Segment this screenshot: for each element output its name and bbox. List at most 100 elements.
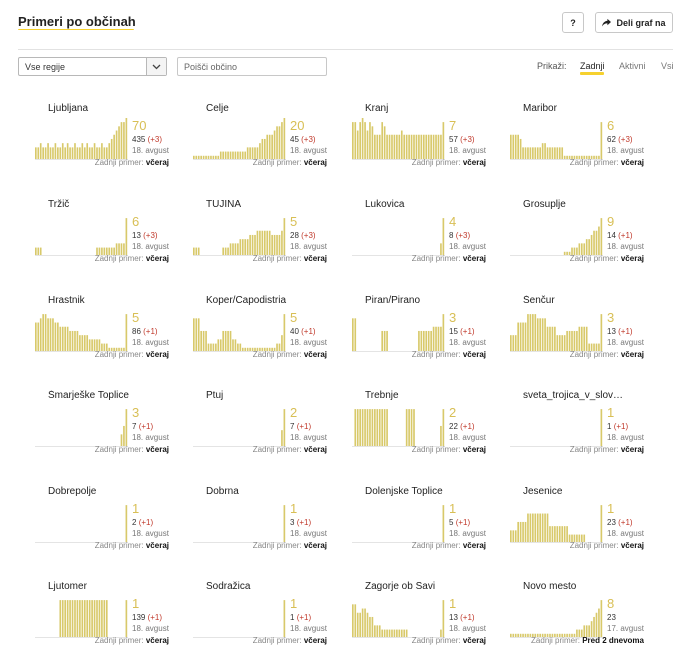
sparkline-bar [566,251,568,256]
sparkline-bar [103,247,106,256]
municipality-tile[interactable]: Piran/Pirano 3 15 (+1) 18. avgust Zadnji pri… [352,295,492,385]
municipality-name: Hrastnik [48,295,85,306]
municipality-tile[interactable]: Dobrepolje 1 2 (+1) 18. avgust Zadnji primer… [35,486,175,576]
active-count: 5 [290,214,298,229]
total-count: 62 [607,135,616,144]
chevron-down-icon[interactable] [146,58,166,75]
sparkline-chart [510,409,603,447]
sparkline-bar [195,247,198,256]
municipality-tile[interactable]: Šenčur 3 13 (+1) 18. avgust Zadnji primer: v… [510,295,650,385]
sparkline-chart [510,600,603,638]
date-label: 18. avgust [607,242,644,251]
municipality-tile[interactable]: Novo mesto 8 23 17. avgust Zadnji primer: P… [510,581,650,664]
sparkline-bar [598,155,600,160]
show-option-vsi[interactable]: Vsi [661,61,674,71]
sparkline-bar [281,230,283,256]
sparkline-bar [359,409,361,447]
sparkline-bar [224,330,227,352]
total-count-line: 13 (+3) [132,231,158,240]
sparkline-bar [573,155,576,160]
sparkline-bar [532,513,534,543]
sparkline-bar [254,234,256,256]
municipality-tile[interactable]: Tržič 6 13 (+3) 18. avgust Zadnji primer: vč… [35,199,175,289]
sparkline-bar [113,134,115,160]
municipality-tile[interactable]: Maribor 6 62 (+3) 18. avgust Zadnji primer: … [510,103,650,193]
total-count: 13 [132,231,141,240]
last-case-value: včeraj [620,445,644,454]
total-delta: (+1) [460,422,475,431]
municipality-tile[interactable]: Lukovica 4 8 (+3) 18. avgust Zadnji primer: … [352,199,492,289]
municipality-tile[interactable]: Dobrna 1 3 (+1) 18. avgust Zadnji primer: vč… [193,486,333,576]
sparkline-bar [263,347,266,352]
total-count-line: 45 (+3) [290,135,316,144]
municipality-tile[interactable]: Ptuj 2 7 (+1) 18. avgust Zadnji primer: včer… [193,390,333,480]
municipality-name: Dobrepolje [48,486,97,497]
municipality-tile[interactable]: Ljutomer 1 139 (+1) 18. avgust Zadnji primer… [35,581,175,664]
sparkline-bar [573,247,576,256]
sparkline-bar [529,147,532,160]
total-delta: (+3) [301,231,316,240]
last-case-value: včeraj [620,541,644,550]
region-select[interactable]: Vse regije [18,57,167,76]
sparkline-bar [510,335,512,352]
last-case-label: Zadnji primer: [569,350,619,359]
municipality-tile[interactable]: Kranj 7 57 (+3) 18. avgust Zadnji primer: vč… [352,103,492,193]
sparkline-bar [378,625,381,638]
sparkline-bar [197,318,200,352]
sparkline-bar [374,625,376,638]
sparkline-bar [254,147,256,160]
sparkline-bar [410,134,413,160]
sparkline-bar [425,134,428,160]
sparkline-bar [263,138,266,160]
show-option-aktivni[interactable]: Aktivni [619,61,646,71]
sparkline-bar [388,134,391,160]
sparkline-bar [88,339,91,352]
sparkline-bar [578,326,581,352]
sparkline-bar [578,243,581,256]
municipality-tile[interactable]: Hrastnik 5 86 (+1) 18. avgust Zadnji primer:… [35,295,175,385]
municipality-tile[interactable]: Koper/Capodistria 5 40 (+1) 18. avgust Zadnj… [193,295,333,385]
active-count: 9 [607,214,615,229]
sparkline-chart [510,505,603,543]
share-button[interactable]: Deli graf na [595,12,673,33]
last-case-line: Zadnji primer: včeraj [570,254,644,263]
municipality-tile[interactable]: Trebnje 2 22 (+1) 18. avgust Zadnji primer: … [352,390,492,480]
show-option-zadnji[interactable]: Zadnji [580,61,605,71]
municipality-tile[interactable]: Zagorje ob Savi 1 13 (+1) 18. avgust Zadnji … [352,581,492,664]
sparkline-bar [527,513,529,543]
sparkline-bar [47,143,49,160]
last-case-value: včeraj [145,350,169,359]
total-count: 7 [290,422,295,431]
municipality-tile[interactable]: Dolenjske Toplice 1 5 (+1) 18. avgust Zadnji… [352,486,492,576]
municipality-tile[interactable]: sveta_trojica_v_slov… 1 1 (+1) 18. avgust Za… [510,390,650,480]
help-button[interactable]: ? [562,12,584,33]
sparkline-bar [276,126,278,160]
last-case-value: včeraj [620,254,644,263]
sparkline-bar [210,155,212,160]
total-count-line: 28 (+3) [290,231,316,240]
sparkline-bar [566,526,568,543]
sparkline-bar [536,633,539,638]
sparkline-bar [215,155,217,160]
municipality-tile[interactable]: TUJINA 5 28 (+3) 18. avgust Zadnji primer: v… [193,199,333,289]
municipality-tile[interactable]: Šmarješke Toplice 3 7 (+1) 18. avgust Zadnji… [35,390,175,480]
municipality-tile[interactable]: Jesenice 1 23 (+1) 18. avgust Zadnji primer:… [510,486,650,576]
municipality-tile[interactable]: Grosuplje 9 14 (+1) 18. avgust Zadnji primer… [510,199,650,289]
municipality-tile[interactable]: Celje 20 45 (+3) 18. avgust Zadnji primer: v… [193,103,333,193]
sparkline-bar [517,521,519,543]
last-case-line: Zadnji primer: Pred 2 dnevoma [531,636,644,645]
municipality-tile[interactable]: Ljubljana 70 435 (+3) 18. avgust Zadnji prim… [35,103,175,193]
search-input[interactable] [177,57,327,76]
sparkline-bar [551,326,554,352]
sparkline-bar [522,147,524,160]
sparkline-bar [96,147,98,160]
last-case-label: Zadnji primer: [411,636,461,645]
sparkline-bar [103,343,106,352]
sparkline-bar [593,155,595,160]
sparkline-bar [79,600,81,638]
municipality-name: Zagorje ob Savi [365,581,436,592]
sparkline-bar [113,347,115,352]
sparkline-bar [44,147,47,160]
municipality-tile[interactable]: Sodražica 1 1 (+1) 18. avgust Zadnji primer:… [193,581,333,664]
sparkline-bar [234,243,237,256]
